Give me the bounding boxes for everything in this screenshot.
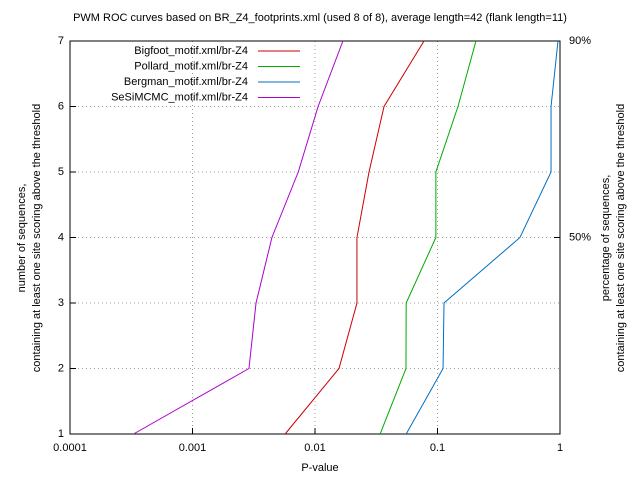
x-axis-label: P-value bbox=[301, 462, 338, 474]
y-tick-label: 4 bbox=[58, 231, 64, 243]
x-tick-label: 1 bbox=[557, 442, 563, 454]
y-tick-label: 6 bbox=[58, 100, 64, 112]
y-tick-label: 2 bbox=[58, 362, 64, 374]
legend-label: Bergman_motif.xml/br-Z4 bbox=[124, 76, 248, 88]
x-tick-label: 0.01 bbox=[304, 442, 325, 454]
legend-label: Pollard_motif.xml/br-Z4 bbox=[134, 60, 248, 72]
y-axis-label: containing at least one site scoring abo… bbox=[31, 104, 43, 372]
chart-title: PWM ROC curves based on BR_Z4_footprints… bbox=[73, 12, 567, 24]
y2-axis-label: containing at least one site scoring abo… bbox=[615, 104, 627, 372]
series-line bbox=[284, 40, 425, 435]
y-tick-label: 7 bbox=[58, 35, 64, 47]
plot-frame bbox=[69, 40, 561, 435]
y-tick-label: 3 bbox=[58, 297, 64, 309]
x-tick-label: 0.1 bbox=[430, 442, 445, 454]
series-line bbox=[133, 40, 344, 435]
x-tick-label: 0.001 bbox=[179, 442, 207, 454]
y2-tick-label: 90% bbox=[569, 35, 591, 47]
legend-label: SeSiMCMC_motif.xml/br-Z4 bbox=[111, 91, 248, 103]
series-line bbox=[379, 40, 477, 435]
y-tick-label: 1 bbox=[58, 428, 64, 440]
legend-label: Bigfoot_motif.xml/br-Z4 bbox=[134, 45, 248, 57]
y-tick-label: 5 bbox=[58, 166, 64, 178]
series-line bbox=[405, 40, 559, 435]
y-axis-label: number of sequences, bbox=[16, 184, 28, 293]
y2-tick-label: 50% bbox=[569, 231, 591, 243]
x-tick-label: 0.0001 bbox=[53, 442, 87, 454]
y2-axis-label: percentage of sequences, bbox=[600, 175, 612, 302]
